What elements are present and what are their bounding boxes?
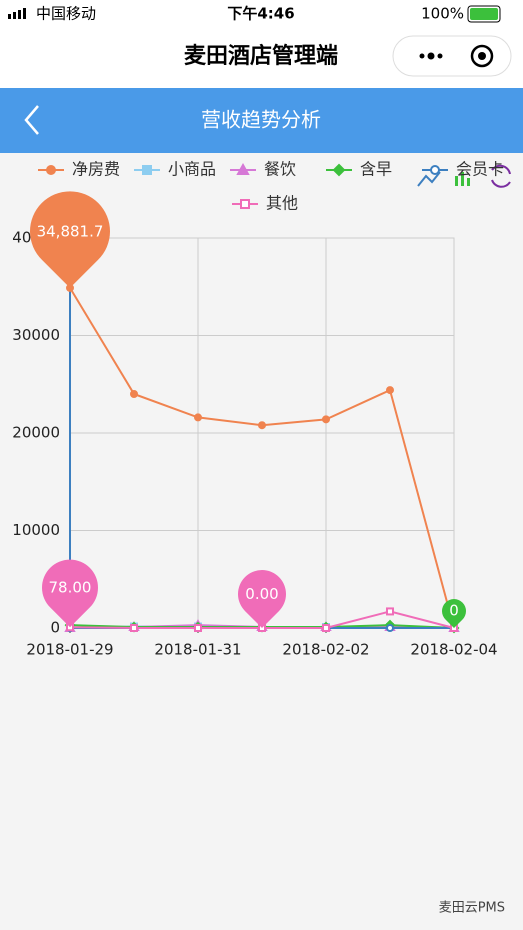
x-tick-label: 2018-02-02 bbox=[282, 641, 369, 659]
marker bbox=[430, 165, 440, 175]
y-tick-label: 30000 bbox=[12, 326, 60, 344]
back-button[interactable] bbox=[24, 105, 39, 135]
capsule[interactable] bbox=[392, 35, 512, 77]
header-title: 营收趋势分析 bbox=[201, 108, 321, 132]
pin-label: 0 bbox=[449, 602, 459, 620]
y-tick-label: 10000 bbox=[12, 521, 60, 539]
marker bbox=[130, 390, 138, 398]
pin bbox=[238, 570, 286, 628]
y-tick-label: 20000 bbox=[12, 424, 60, 442]
pin-label: 0.00 bbox=[245, 585, 278, 603]
battery bbox=[467, 5, 501, 23]
y-tick-label: 0 bbox=[50, 619, 60, 637]
close-dot bbox=[478, 52, 486, 60]
marker bbox=[258, 421, 266, 430]
marker bbox=[236, 162, 250, 175]
battery-text: 100% bbox=[421, 5, 464, 23]
x-tick-label: 2018-01-31 bbox=[154, 641, 241, 659]
legend-label: 净房费 bbox=[72, 160, 120, 179]
close-icon[interactable] bbox=[470, 44, 494, 68]
x-tick-label: 2018-01-29 bbox=[26, 641, 113, 659]
marker bbox=[240, 199, 250, 209]
legend-label: 其他 bbox=[266, 194, 298, 213]
marker bbox=[46, 165, 56, 175]
app-title: 麦田酒店管理端 bbox=[184, 43, 338, 69]
more-icon[interactable] bbox=[419, 52, 443, 60]
header bbox=[0, 88, 523, 153]
legend-label: 餐饮 bbox=[264, 160, 296, 179]
signal bbox=[8, 8, 26, 19]
carrier: 中国移动 bbox=[36, 5, 96, 23]
pin bbox=[41, 559, 99, 628]
legend-label: 会员卡 bbox=[456, 160, 504, 179]
pin-label: 34,881.7 bbox=[37, 222, 104, 240]
line-icon[interactable] bbox=[417, 171, 441, 187]
x-tick-label: 2018-02-04 bbox=[410, 641, 497, 659]
refresh-icon[interactable] bbox=[491, 164, 511, 188]
legend-label: 小商品 bbox=[168, 160, 216, 179]
pin bbox=[442, 599, 467, 628]
battery-fill bbox=[470, 8, 498, 20]
pin-label: 78.00 bbox=[49, 579, 92, 597]
marker bbox=[130, 624, 138, 632]
legend-label: 含早 bbox=[360, 160, 392, 179]
marker bbox=[386, 607, 394, 616]
watermark: 麦田云PMS bbox=[439, 901, 505, 916]
marker bbox=[322, 624, 330, 632]
marker bbox=[332, 163, 346, 177]
bar-icon[interactable] bbox=[455, 172, 470, 186]
marker bbox=[386, 624, 394, 632]
marker bbox=[322, 415, 330, 424]
marker bbox=[194, 413, 202, 422]
marker bbox=[142, 165, 152, 175]
time: 下午4:46 bbox=[227, 5, 294, 23]
pin bbox=[30, 191, 111, 288]
marker bbox=[194, 624, 202, 632]
marker bbox=[386, 386, 394, 395]
